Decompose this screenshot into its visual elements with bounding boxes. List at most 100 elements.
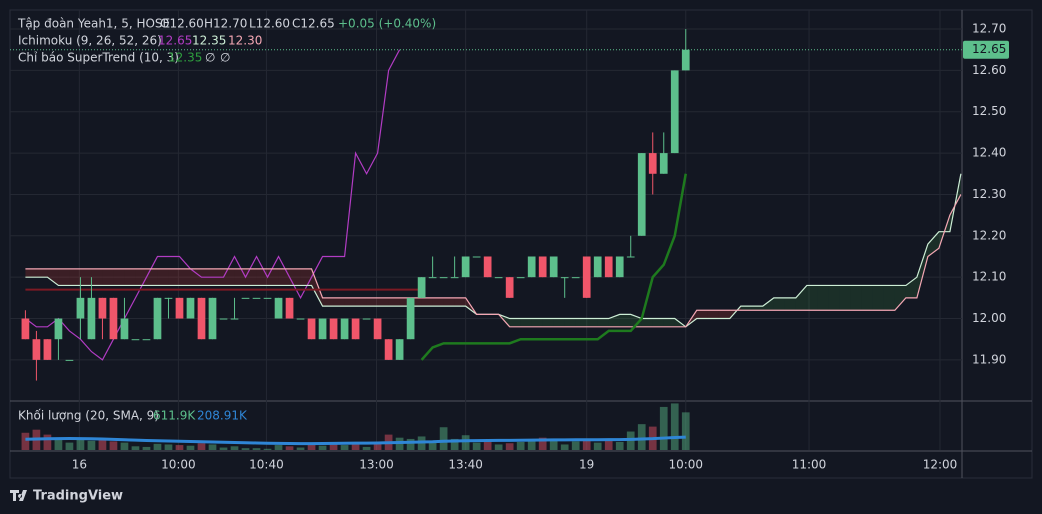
line (25, 435, 686, 446)
cloud (773, 297, 785, 311)
volume-bar (54, 438, 63, 450)
candle-body (417, 277, 426, 298)
cloud (564, 318, 576, 327)
volume-bar (318, 445, 327, 450)
volume-bar (604, 440, 613, 450)
cloud (190, 268, 202, 286)
brand: TradingView (33, 489, 123, 504)
candle-body (505, 277, 514, 298)
cloud (146, 268, 158, 286)
ichimoku-name: Ichimoku (9, 26, 52, 26) (18, 34, 162, 48)
volume-bar (351, 442, 360, 450)
cloud (696, 310, 708, 319)
cloud (355, 297, 367, 307)
cloud (278, 268, 290, 286)
cloud (916, 244, 928, 298)
volume-bar (406, 438, 415, 450)
volume-bar (428, 440, 437, 450)
volume-bar (230, 446, 239, 450)
cloud (289, 268, 301, 286)
candle-body (263, 297, 272, 299)
cloud (663, 318, 675, 327)
candle-body (384, 339, 393, 360)
volume-bar (263, 448, 272, 450)
volume-sma-value: 208.91K (197, 409, 248, 423)
ichimoku-value: 12.30 (228, 34, 262, 48)
cloud (905, 277, 917, 298)
y-tick-label: 12.50 (972, 104, 1006, 118)
supertrend-value: 12.35 (168, 51, 202, 65)
candle-body (604, 256, 613, 278)
y-tick-label: 12.20 (972, 228, 1006, 242)
cloud (575, 318, 587, 327)
candle-body (274, 297, 283, 319)
candle-body (637, 153, 646, 236)
cloud (256, 268, 268, 286)
volume-bar (285, 446, 294, 450)
volume-bar (582, 440, 591, 450)
cloud (850, 285, 862, 311)
supertrend-name: Chỉ báo SuperTrend (10, 3) (18, 51, 179, 65)
volume-bar (527, 440, 536, 450)
volume-bar (516, 442, 525, 450)
x-tick-label: 11:00 (792, 458, 827, 472)
cloud (69, 268, 81, 286)
supertrend-value: ∅ (220, 51, 230, 65)
volume-bar (340, 445, 349, 450)
y-tick-label: 12.10 (972, 270, 1006, 284)
volume-bar (615, 442, 624, 450)
volume-bar (43, 434, 52, 450)
volume-bar (307, 444, 316, 450)
volume-bar (131, 446, 140, 450)
candle-body (472, 256, 481, 258)
line (25, 194, 962, 328)
cloud (113, 268, 125, 286)
y-tick-label: 12.30 (972, 187, 1006, 201)
cloud (762, 297, 774, 311)
candle-body (164, 297, 173, 299)
candle-body (307, 318, 316, 340)
cloud (531, 318, 543, 327)
candle-body (428, 277, 437, 279)
cloud (366, 297, 378, 307)
cloud (179, 268, 191, 286)
candle-body (186, 297, 195, 319)
candle-body (351, 318, 360, 340)
ohlc-high: H12.70 (204, 17, 247, 31)
candle-body (230, 318, 239, 320)
candle-body (142, 339, 151, 341)
volume-bar (373, 443, 382, 450)
volume-bar (65, 442, 74, 450)
candle-body (648, 153, 657, 174)
cloud (740, 306, 752, 311)
cloud (245, 268, 257, 286)
cloud (388, 297, 400, 307)
volume-bar (494, 444, 503, 450)
cloud (168, 268, 180, 286)
volume-bar (142, 446, 151, 450)
y-tick-label: 12.70 (972, 22, 1006, 36)
candle-body (615, 256, 624, 278)
x-tick-label: 12:00 (923, 458, 958, 472)
candle-body (527, 256, 536, 278)
volume-bar (120, 442, 129, 450)
cloud (707, 310, 719, 319)
last-price-label: 12.65 (972, 42, 1006, 56)
candle-body (626, 256, 635, 258)
cloud (421, 297, 433, 307)
volume-bar (670, 403, 679, 450)
cloud (432, 297, 444, 307)
cloud (553, 318, 565, 327)
volume-bar (483, 441, 492, 450)
marks: 11.90 12.00 12.10 12.20 12.30 12.40 12.50 12.60… (10, 10, 1009, 472)
volume-bar (505, 443, 514, 450)
candle-body (373, 318, 382, 340)
candle-body (329, 318, 338, 340)
candle-body (98, 297, 107, 319)
volume-bar (637, 424, 646, 450)
volume-bar (186, 445, 195, 450)
y-tick-label: 11.90 (972, 352, 1006, 366)
frame (9, 9, 1033, 479)
legend: Tập đoàn Yeah1, 5, HOSE O12.60 H12.70 L1… (17, 17, 436, 423)
